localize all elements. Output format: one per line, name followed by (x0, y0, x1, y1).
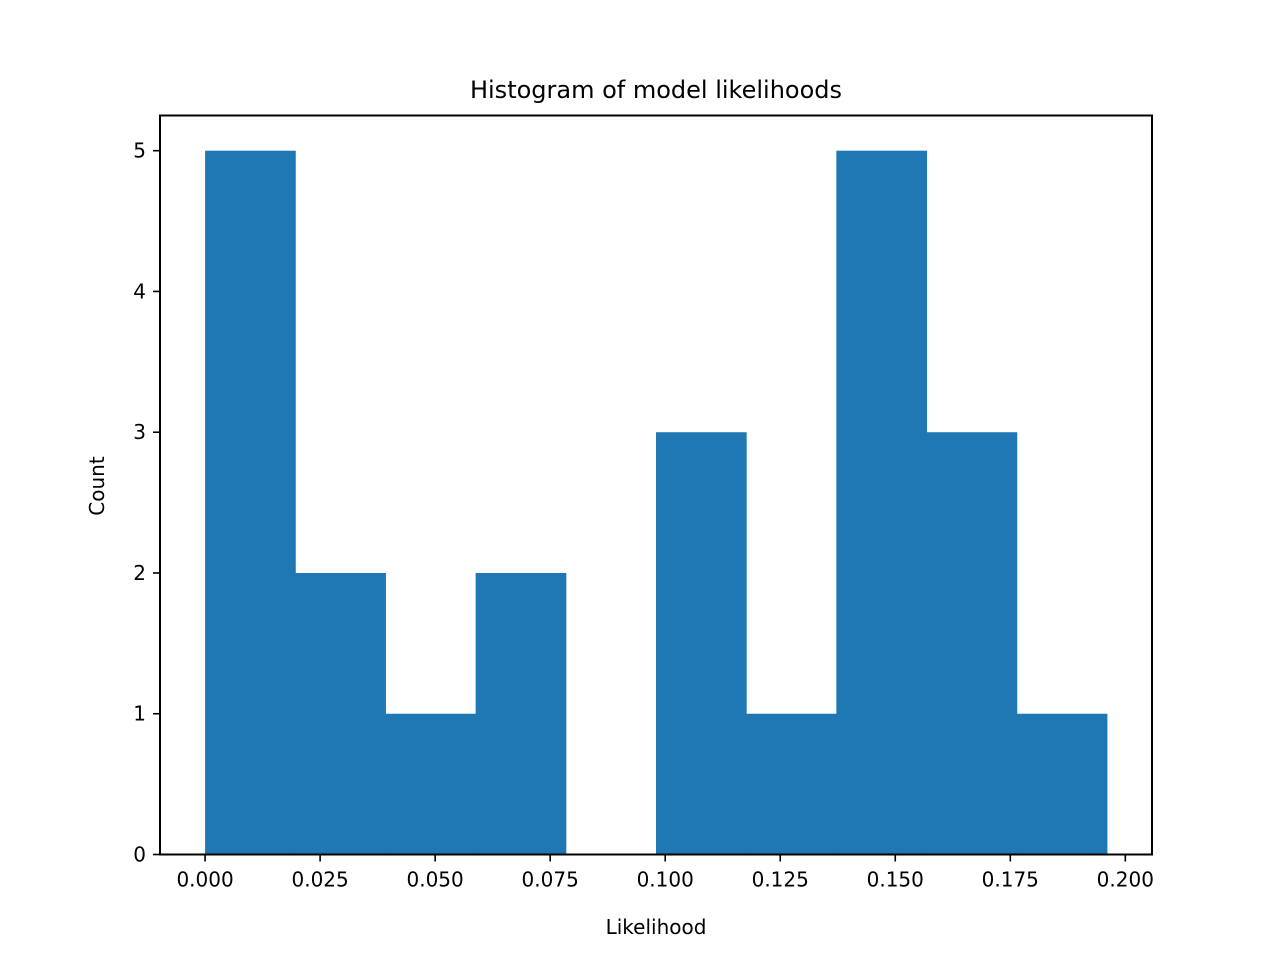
chart-title: Histogram of model likelihoods (470, 76, 842, 104)
y-axis-label: Count (85, 456, 109, 516)
histogram-bar (295, 572, 386, 855)
y-tick-label: 0 (133, 843, 146, 867)
y-tick-label: 4 (133, 279, 146, 303)
x-tick-label: 0.200 (1097, 868, 1154, 892)
histogram-bar (746, 713, 837, 855)
x-axis-label: Likelihood (606, 915, 707, 939)
histogram-bar (475, 572, 567, 855)
x-tick-label: 0.025 (291, 868, 348, 892)
histogram-bar (836, 150, 928, 855)
y-tick-label: 5 (133, 139, 146, 163)
histogram-bar (656, 432, 747, 855)
x-tick-label: 0.000 (176, 868, 233, 892)
x-tick-label: 0.100 (637, 868, 694, 892)
x-tick-label: 0.050 (407, 868, 464, 892)
histogram-bar (926, 432, 1018, 855)
x-tick-label: 0.125 (752, 868, 809, 892)
y-tick-label: 1 (133, 702, 146, 726)
bars-group (205, 150, 1108, 855)
x-axis-ticks: 0.000 0.025 0.050 0.075 0.100 0.125 0.150 0.175… (176, 854, 1154, 892)
x-tick-label: 0.175 (982, 868, 1039, 892)
histogram-bar (385, 713, 477, 855)
x-tick-label: 0.150 (867, 868, 924, 892)
histogram-bar (1016, 713, 1108, 855)
histogram-bar (205, 150, 296, 855)
axes-frame (159, 114, 1153, 856)
y-tick-label: 2 (133, 561, 146, 585)
x-tick-label: 0.075 (522, 868, 579, 892)
y-tick-label: 3 (133, 420, 146, 444)
y-axis-ticks: 0 1 2 3 4 5 (133, 139, 160, 867)
